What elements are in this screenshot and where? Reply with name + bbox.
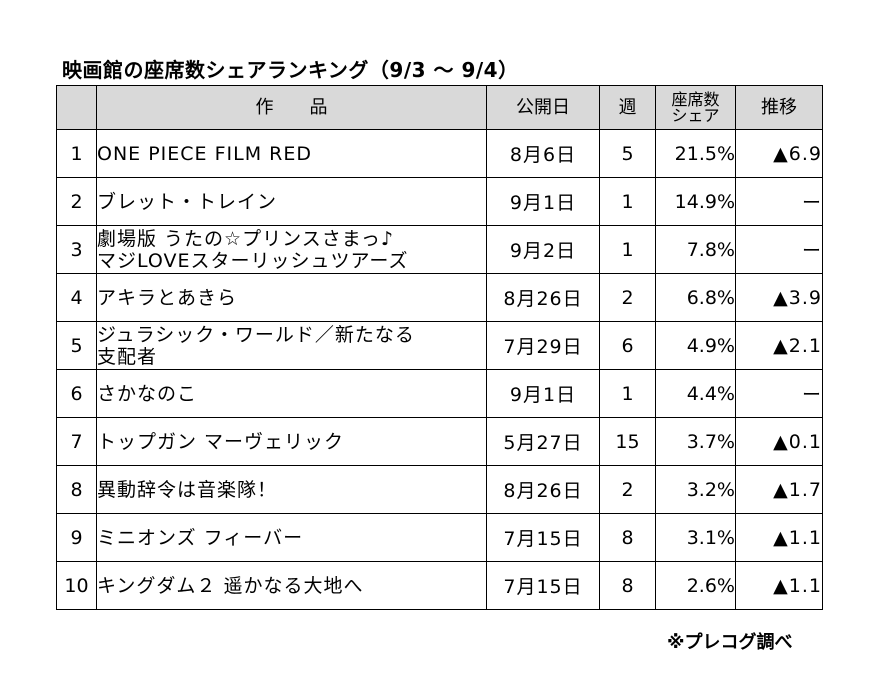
table-row: 6 さかなのこ 9月1日 1 4.4% ー xyxy=(56,369,823,418)
weeks-cell: 15 xyxy=(599,417,656,466)
title-cell: アキラとあきら xyxy=(96,273,487,322)
title-line: ONE PIECE FILM RED xyxy=(97,142,312,165)
release-cell: 5月27日 xyxy=(486,417,600,466)
table-row: 9 ミニオンズ フィーバー 7月15日 8 3.1% ▲1.1 xyxy=(56,513,823,562)
weeks-cell: 8 xyxy=(599,561,656,610)
rank-cell: 4 xyxy=(56,273,97,322)
title-line: さかなのこ xyxy=(97,382,198,405)
share-cell: 2.6% xyxy=(655,561,736,610)
title-cell: 異動辞令は音楽隊！ xyxy=(96,465,487,514)
title-cell: ジュラシック・ワールド／新たなる 支配者 xyxy=(96,321,487,370)
rank-cell: 5 xyxy=(56,321,97,370)
rank-cell: 8 xyxy=(56,465,97,514)
header-row: 作 品 公開日 週 座席数 シェア 推移 xyxy=(56,85,823,130)
title-cell: トップガン マーヴェリック xyxy=(96,417,487,466)
trend-cell: ▲1.7 xyxy=(735,465,823,514)
weeks-cell: 2 xyxy=(599,273,656,322)
title-cell: ブレット・トレイン xyxy=(96,177,487,226)
weeks-cell: 8 xyxy=(599,513,656,562)
header-share-line2: シェア xyxy=(671,105,720,125)
weeks-cell: 5 xyxy=(599,129,656,178)
trend-cell: ー xyxy=(735,225,823,274)
table-row: 8 異動辞令は音楽隊！ 8月26日 2 3.2% ▲1.7 xyxy=(56,465,823,514)
weeks-cell: 1 xyxy=(599,369,656,418)
trend-cell: ー xyxy=(735,369,823,418)
header-share: 座席数 シェア xyxy=(655,85,736,130)
table-row: 1 ONE PIECE FILM RED 8月6日 5 21.5% ▲6.9 xyxy=(56,129,823,178)
source-note: ※プレコグ調べ xyxy=(667,632,793,653)
table-row: 3 劇場版 うたの☆プリンスさまっ♪ マジLOVEスターリッシュツアーズ 9月2日 1 7… xyxy=(56,225,823,274)
ranking-table: 作 品 公開日 週 座席数 シェア 推移 1 ONE PIECE FILM RED… xyxy=(56,85,823,610)
title-cell: さかなのこ xyxy=(96,369,487,418)
table-row: 10 キングダム２ 遥かなる大地へ 7月15日 8 2.6% ▲1.1 xyxy=(56,561,823,610)
header-share-line1: 座席数 xyxy=(671,89,720,109)
title-line: ブレット・トレイン xyxy=(97,190,278,213)
share-cell: 4.9% xyxy=(655,321,736,370)
table-row: 5 ジュラシック・ワールド／新たなる 支配者 7月29日 6 4.9% ▲2.1 xyxy=(56,321,823,370)
release-cell: 7月15日 xyxy=(486,513,600,562)
trend-cell: ▲1.1 xyxy=(735,513,823,562)
trend-cell: ▲0.1 xyxy=(735,417,823,466)
rank-cell: 9 xyxy=(56,513,97,562)
rank-cell: 6 xyxy=(56,369,97,418)
weeks-cell: 2 xyxy=(599,465,656,514)
rank-cell: 3 xyxy=(56,225,97,274)
trend-cell: ▲6.9 xyxy=(735,129,823,178)
share-cell: 4.4% xyxy=(655,369,736,418)
title-line: マジLOVEスターリッシュツアーズ xyxy=(97,249,409,272)
table-body: 1 ONE PIECE FILM RED 8月6日 5 21.5% ▲6.9 2 ブレット・ト… xyxy=(56,129,823,610)
header-release: 公開日 xyxy=(486,85,600,130)
share-cell: 3.2% xyxy=(655,465,736,514)
header-trend: 推移 xyxy=(735,85,823,130)
weeks-cell: 6 xyxy=(599,321,656,370)
release-cell: 7月15日 xyxy=(486,561,600,610)
title-cell: ミニオンズ フィーバー xyxy=(96,513,487,562)
table-row: 4 アキラとあきら 8月26日 2 6.8% ▲3.9 xyxy=(56,273,823,322)
title-line: ミニオンズ フィーバー xyxy=(97,526,304,549)
rank-cell: 1 xyxy=(56,129,97,178)
share-cell: 6.8% xyxy=(655,273,736,322)
title-cell: キングダム２ 遥かなる大地へ xyxy=(96,561,487,610)
release-cell: 8月6日 xyxy=(486,129,600,178)
release-cell: 9月1日 xyxy=(486,177,600,226)
release-cell: 9月2日 xyxy=(486,225,600,274)
trend-cell: ー xyxy=(735,177,823,226)
release-cell: 9月1日 xyxy=(486,369,600,418)
header-rank xyxy=(56,85,97,130)
title-line: 劇場版 うたの☆プリンスさまっ♪ xyxy=(97,227,395,250)
rank-cell: 7 xyxy=(56,417,97,466)
release-cell: 7月29日 xyxy=(486,321,600,370)
title-line: ジュラシック・ワールド／新たなる xyxy=(97,323,415,346)
page-title: 映画館の座席数シェアランキング（9/3 ～ 9/4） xyxy=(62,58,519,82)
header-title: 作 品 xyxy=(96,85,487,130)
title-cell: ONE PIECE FILM RED xyxy=(96,129,487,178)
trend-cell: ▲3.9 xyxy=(735,273,823,322)
share-cell: 7.8% xyxy=(655,225,736,274)
title-line: 異動辞令は音楽隊！ xyxy=(97,478,278,501)
trend-cell: ▲1.1 xyxy=(735,561,823,610)
header-weeks: 週 xyxy=(599,85,656,130)
title-line: トップガン マーヴェリック xyxy=(97,430,345,453)
title-line: 支配者 xyxy=(97,345,158,368)
weeks-cell: 1 xyxy=(599,177,656,226)
share-cell: 3.7% xyxy=(655,417,736,466)
share-cell: 14.9% xyxy=(655,177,736,226)
table-row: 7 トップガン マーヴェリック 5月27日 15 3.7% ▲0.1 xyxy=(56,417,823,466)
title-line: アキラとあきら xyxy=(97,286,238,309)
rank-cell: 2 xyxy=(56,177,97,226)
release-cell: 8月26日 xyxy=(486,273,600,322)
title-line: キングダム２ 遥かなる大地へ xyxy=(97,574,364,597)
trend-cell: ▲2.1 xyxy=(735,321,823,370)
table-row: 2 ブレット・トレイン 9月1日 1 14.9% ー xyxy=(56,177,823,226)
share-cell: 21.5% xyxy=(655,129,736,178)
release-cell: 8月26日 xyxy=(486,465,600,514)
share-cell: 3.1% xyxy=(655,513,736,562)
title-cell: 劇場版 うたの☆プリンスさまっ♪ マジLOVEスターリッシュツアーズ xyxy=(96,225,487,274)
rank-cell: 10 xyxy=(56,561,97,610)
weeks-cell: 1 xyxy=(599,225,656,274)
